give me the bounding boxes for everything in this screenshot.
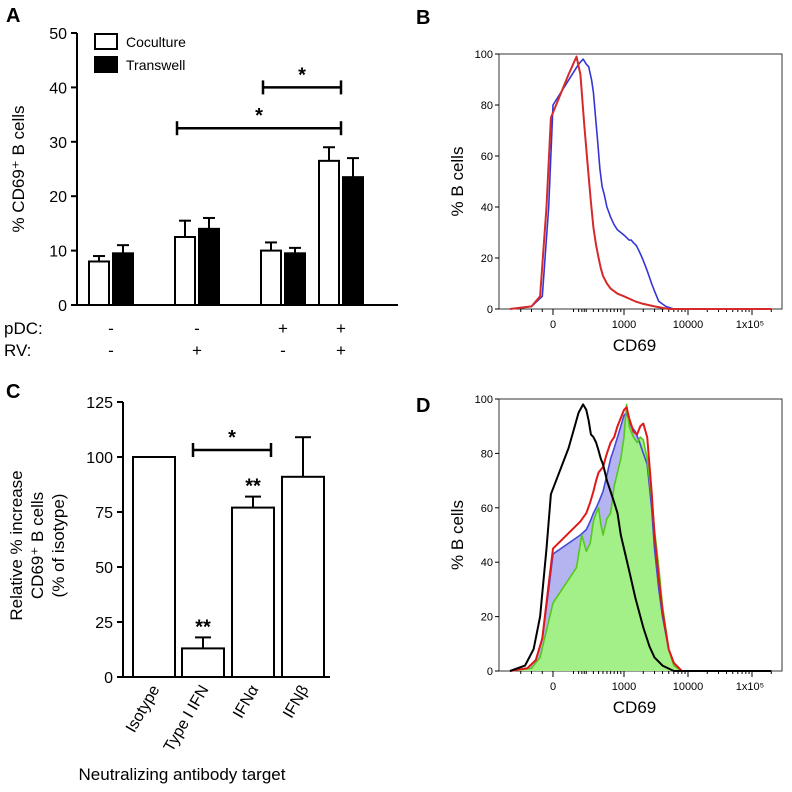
y-tick-label: 60: [481, 503, 493, 515]
bar-transwell-2: [284, 252, 306, 307]
legend-swatch: [94, 56, 118, 73]
y-tick-label: 0: [487, 304, 493, 316]
y-tick-label: 100: [86, 450, 113, 467]
y-axis-label: % CD69⁺ B cells: [9, 105, 28, 232]
category-label: Type I IFN: [161, 683, 213, 755]
x-tick-label: 0: [550, 319, 556, 331]
x-tick-label: 1000: [612, 319, 636, 331]
category-label: IFNβ: [280, 683, 312, 722]
bar-coculture-2: [260, 249, 282, 307]
bar-2: [231, 506, 275, 678]
y-tick-label: 80: [481, 100, 493, 112]
bar-transwell-0: [112, 252, 134, 307]
legend-label: Coculture: [126, 34, 186, 50]
x-axis-label: CD69: [613, 336, 656, 355]
panel-letter-a: A: [6, 5, 20, 27]
y-tick-label: 100: [475, 49, 493, 61]
category-label: Isotype: [123, 682, 164, 735]
bar-coculture-1: [174, 236, 196, 306]
y-tick-label: 60: [481, 151, 493, 163]
condition-value: -: [108, 341, 114, 360]
y-tick-label: 100: [475, 394, 493, 406]
y-axis-label: % B cells: [448, 147, 467, 217]
bar-annotation: **: [245, 476, 261, 498]
condition-value: -: [108, 319, 114, 338]
y-tick-label: 10: [49, 244, 67, 261]
panel-letter-b: B: [416, 7, 430, 29]
x-tick-label: 10000: [673, 681, 704, 693]
condition-value: +: [336, 319, 346, 338]
condition-value: +: [278, 319, 288, 338]
plot-frame: [498, 53, 783, 310]
legend-swatch: [94, 33, 118, 50]
y-tick-label: 50: [95, 560, 113, 577]
x-tick-label: 1000: [612, 681, 636, 693]
y-tick-label: 125: [86, 395, 113, 412]
x-axis-label: CD69: [613, 698, 656, 717]
histogram-line-red: [509, 406, 772, 672]
y-tick-label: 0: [58, 298, 67, 315]
condition-row-label: RV:: [4, 341, 31, 360]
condition-value: +: [192, 341, 202, 360]
condition-value: +: [336, 341, 346, 360]
significance-star: *: [298, 64, 306, 86]
condition-value: -: [194, 319, 200, 338]
bar-transwell-3: [342, 176, 364, 306]
x-tick-label: 10000: [673, 319, 704, 331]
bar-0: [132, 456, 176, 678]
bar-coculture-0: [88, 260, 110, 307]
category-label: IFNα: [230, 683, 262, 722]
y-tick-label: 40: [481, 202, 493, 214]
y-tick-label: 75: [95, 505, 113, 522]
legend-label: Transwell: [126, 57, 185, 73]
y-tick-label: 30: [49, 135, 67, 152]
chart-a: 0 10 20 30 40 50 % CD69⁺ B cells Coculture Trans…: [4, 26, 398, 360]
significance-star: *: [255, 105, 263, 127]
x-axis-label: Neutralizing antibody target: [79, 765, 286, 784]
bar-3: [281, 475, 325, 678]
x-tick-label: 1x10⁵: [736, 681, 764, 693]
y-axis-label-line: Relative % increase: [7, 470, 26, 620]
y-tick-label: 80: [481, 448, 493, 460]
histogram-line-blue-filled: [509, 411, 772, 672]
y-tick-label: 0: [487, 666, 493, 678]
bar-1: [181, 647, 225, 679]
histogram-line-red: [509, 55, 772, 310]
y-tick-label: 0: [104, 670, 113, 687]
y-axis-label-line: (% of isotype): [49, 494, 68, 598]
y-tick-label: 50: [49, 26, 67, 43]
x-tick-label: 1x10⁵: [736, 319, 764, 331]
bar-annotation: **: [195, 616, 211, 638]
y-tick-label: 20: [49, 189, 67, 206]
condition-value: -: [280, 341, 286, 360]
panel-letter-c: C: [6, 381, 20, 403]
y-tick-label: 20: [481, 612, 493, 624]
condition-row-label: pDC:: [4, 319, 43, 338]
y-axis-label: % B cells: [448, 500, 467, 570]
bar-transwell-1: [198, 227, 220, 306]
panel-letter-d: D: [416, 395, 430, 417]
y-axis-label-line: CD69⁺ B cells: [28, 492, 47, 599]
histogram-line-black: [509, 403, 772, 672]
bar-coculture-3: [318, 159, 340, 306]
y-tick-label: 25: [95, 615, 113, 632]
x-tick-label: 0: [550, 681, 556, 693]
histogram-line-blue: [509, 58, 772, 310]
y-tick-label: 20: [481, 253, 493, 265]
histogram-fill-green-filled: [510, 404, 772, 671]
y-tick-label: 40: [481, 557, 493, 569]
significance-star: *: [228, 427, 236, 449]
y-tick-label: 40: [49, 80, 67, 97]
chart-c: 0 25 50 75 100 125 Isotype ** Type I IFN ** IFNα IF…: [7, 395, 330, 784]
